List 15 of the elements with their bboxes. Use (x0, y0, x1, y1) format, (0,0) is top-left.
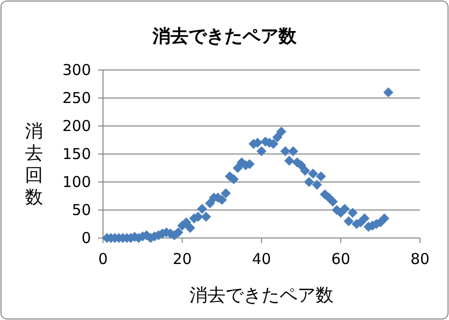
y-tick-label: 200 (62, 117, 91, 135)
x-axis-title: 消去できたペア数 (190, 285, 334, 306)
x-tick-label: 40 (252, 250, 272, 268)
x-tick-label: 80 (410, 250, 430, 268)
x-tick-label: 60 (331, 250, 350, 268)
chart-title: 消去できたペア数 (152, 26, 298, 47)
y-tick-label: 150 (62, 145, 91, 163)
x-tick-label: 0 (98, 250, 108, 268)
y-tick-label: 250 (62, 89, 91, 107)
y-axis-title: 消去回数 (25, 121, 43, 208)
y-tick-label: 100 (62, 173, 91, 191)
x-tick-label: 20 (172, 250, 192, 268)
y-tick-label: 300 (62, 61, 91, 79)
y-tick-label: 50 (72, 201, 91, 219)
y-tick-label: 0 (81, 229, 91, 247)
